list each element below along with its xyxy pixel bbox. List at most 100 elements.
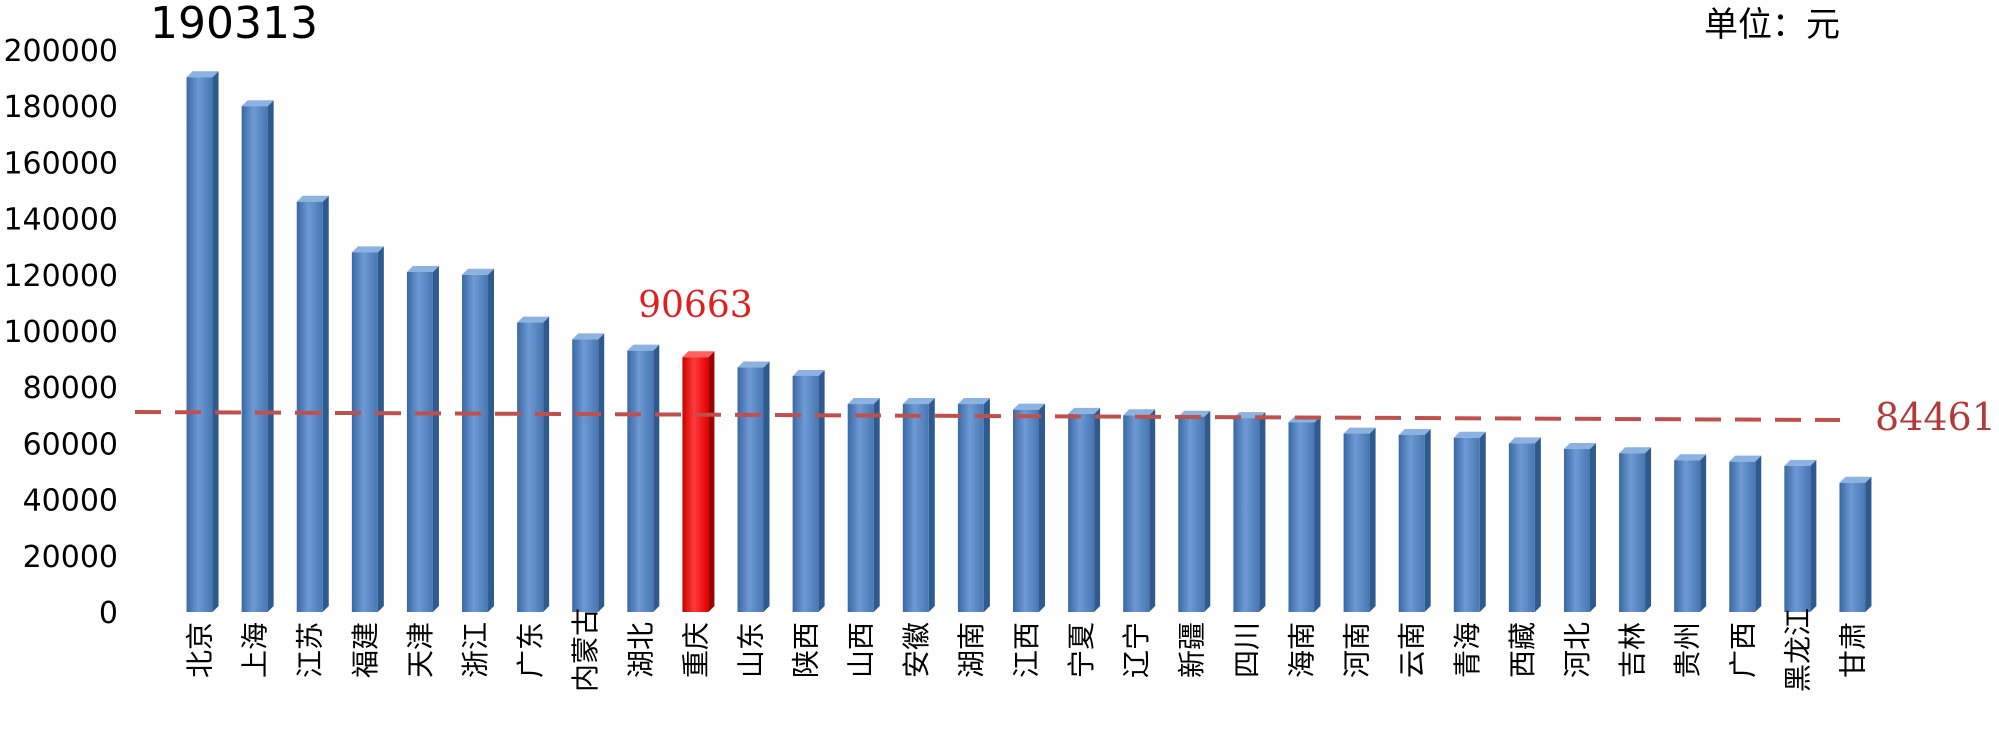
bar-top [462,268,495,275]
y-tick-label: 120000 [3,259,118,294]
x-category-label: 西藏 [1506,622,1539,678]
reference-line [134,410,1841,422]
bar-front [1178,416,1205,612]
bar-front [572,339,599,612]
bar-top [351,246,384,253]
bar-24 [1453,431,1486,612]
bar-12 [792,369,825,612]
y-tick-label: 180000 [3,90,118,125]
bar-top [1784,459,1817,466]
bar-side [763,361,770,612]
bar-13 [847,398,880,612]
bar-front [517,322,544,612]
bar-4 [351,246,384,612]
x-category-label: 江西 [1010,622,1043,678]
bar-side [1094,407,1101,612]
bar-side [1479,431,1486,612]
bar-front [1398,434,1425,612]
bar-top [186,71,219,78]
x-category-label: 山东 [735,622,768,678]
bar-side [598,333,605,612]
bar-side [377,246,384,612]
bar-top [296,195,329,202]
x-category-label: 内蒙古 [569,608,602,692]
bar-top [1453,431,1486,438]
bar-20 [1233,412,1266,612]
bar-front [1453,437,1480,612]
bar-side [543,316,550,612]
bar-18 [1123,409,1156,612]
bar-front [627,350,654,612]
bar-3 [296,195,329,613]
bar-front [1784,465,1811,612]
x-category-label: 陕西 [790,622,823,678]
bar-side [873,398,880,612]
bar-23 [1398,428,1431,612]
bar-front [737,367,764,612]
bar-27 [1619,447,1652,612]
bar-front [406,271,433,612]
bar-side [1589,443,1596,612]
x-category-label: 四川 [1230,622,1263,678]
x-category-label: 浙江 [459,622,492,678]
bar-29 [1729,455,1762,612]
bar-front [1508,443,1535,612]
bar-19 [1178,410,1211,612]
bar-21 [1288,416,1321,612]
bar-front [351,252,378,612]
bar-top [737,361,770,368]
bar-side [1369,427,1376,612]
bar-side [267,100,274,612]
highlight-value-label: 90663 [638,285,753,326]
max-value-label: 190313 [150,0,318,49]
bar-side [322,195,329,613]
x-category-label: 湖北 [624,622,657,678]
x-category-label: 北京 [184,622,217,678]
bar-28 [1674,454,1707,612]
bar-9 [627,344,660,612]
x-category-label: 广东 [514,622,547,678]
bar-top [1508,437,1541,444]
x-category-label: 天津 [404,622,437,678]
bar-side [488,268,495,612]
bar-1 [186,71,219,613]
x-category-label: 云南 [1396,622,1429,678]
bar-top [1343,427,1376,434]
bar-top [792,369,825,376]
bar-side [212,71,219,613]
bar-side [1810,459,1817,612]
bar-side [1865,476,1872,612]
bar-top [406,265,439,272]
x-category-label: 青海 [1451,622,1484,678]
x-category-label: 江苏 [294,622,327,678]
bar-side [1755,455,1762,612]
bar-17 [1068,407,1101,612]
bar-top [627,344,660,351]
bar-side [1700,454,1707,612]
bar-top [957,398,990,405]
x-category-label: 甘肃 [1836,622,1869,678]
x-category-label: 河南 [1341,622,1374,678]
bar-10 [682,351,715,612]
x-category-label: 黑龙江 [1781,608,1814,692]
bar-side [708,351,715,612]
bar-front [296,201,323,613]
bar-side [1259,412,1266,612]
bar-22 [1343,427,1376,612]
bar-31 [1839,476,1872,612]
y-tick-label: 100000 [3,315,118,350]
y-axis: 0 20000 40000 60000 80000 100000 120000 140000 1… [3,34,118,631]
bar-front [1013,409,1039,612]
bar-5 [406,265,439,612]
bar-side [653,344,660,612]
bar-top [572,333,605,340]
unit-label: 单位：元 [1704,5,1840,45]
bar-side [1149,409,1156,612]
bar-front [1123,415,1150,612]
bar-front [1288,422,1315,612]
bar-11 [737,361,770,612]
bar-side [1204,410,1211,612]
bar-top [517,316,550,323]
y-tick-label: 140000 [3,203,118,238]
y-tick-label: 20000 [23,540,118,575]
